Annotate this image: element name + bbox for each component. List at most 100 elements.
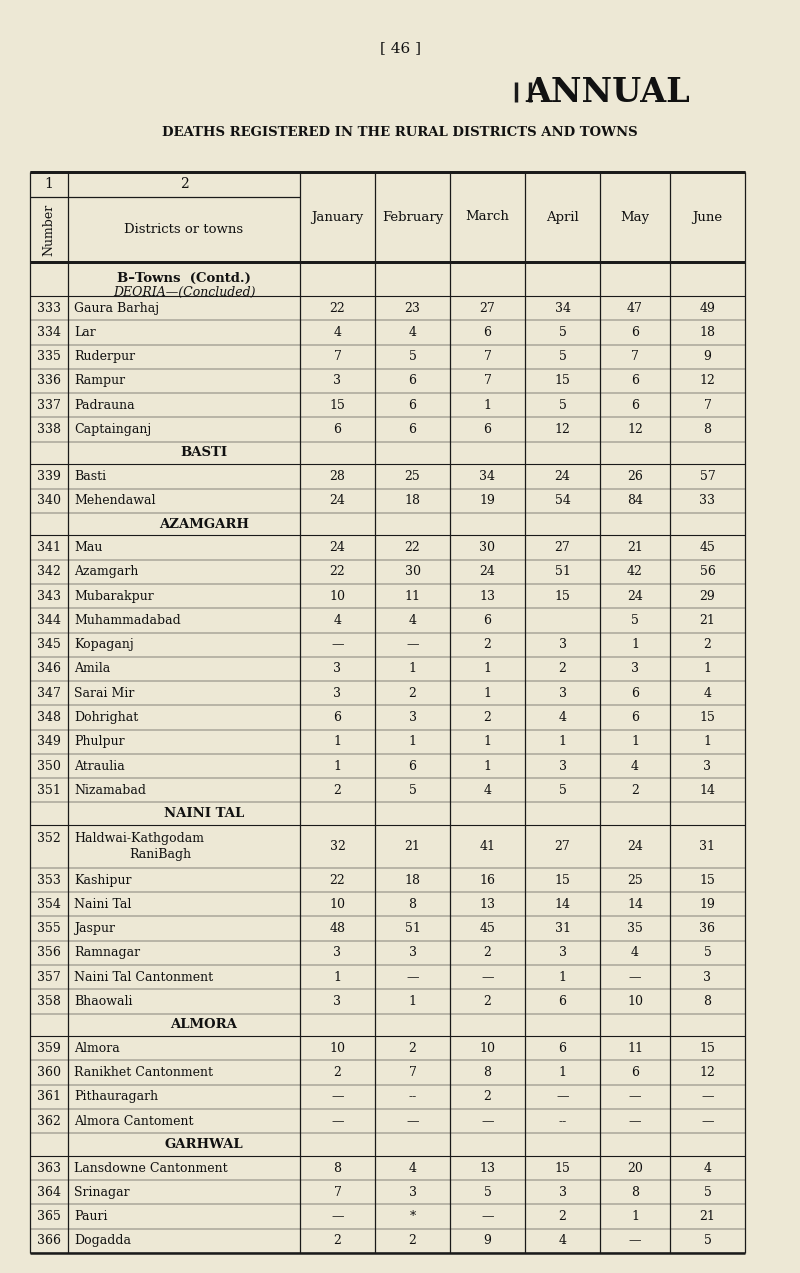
Text: 57: 57 <box>700 470 715 482</box>
Text: 6: 6 <box>409 760 417 773</box>
Text: 24: 24 <box>627 840 643 853</box>
Text: 6: 6 <box>558 995 566 1008</box>
Text: Jaspur: Jaspur <box>74 922 115 936</box>
Text: Pithauragarh: Pithauragarh <box>74 1091 158 1104</box>
Text: 5: 5 <box>409 350 417 363</box>
Text: 1: 1 <box>483 398 491 411</box>
Text: 15: 15 <box>699 1041 715 1055</box>
Text: Dogadda: Dogadda <box>74 1235 131 1248</box>
Text: 4: 4 <box>703 1161 711 1175</box>
Text: 333: 333 <box>37 302 61 314</box>
Text: 3: 3 <box>703 971 711 984</box>
Text: 7: 7 <box>703 398 711 411</box>
Text: BASTI: BASTI <box>181 447 227 460</box>
Text: 4: 4 <box>334 614 342 626</box>
Text: --: -- <box>408 1091 417 1104</box>
Text: 8: 8 <box>703 995 711 1008</box>
Text: 340: 340 <box>37 494 61 507</box>
Text: 3: 3 <box>334 662 342 676</box>
Text: 5: 5 <box>631 614 639 626</box>
Text: 6: 6 <box>631 398 639 411</box>
Text: 4: 4 <box>558 1235 566 1248</box>
Text: 2: 2 <box>334 784 342 797</box>
Text: —: — <box>331 1115 344 1128</box>
Text: GARHWAL: GARHWAL <box>165 1138 243 1151</box>
Text: 1: 1 <box>483 662 491 676</box>
Text: 14: 14 <box>699 784 715 797</box>
Text: 2: 2 <box>409 1235 417 1248</box>
Text: 337: 337 <box>37 398 61 411</box>
Text: Padrauna: Padrauna <box>74 398 134 411</box>
Text: 11: 11 <box>405 589 421 602</box>
Text: 13: 13 <box>479 1161 495 1175</box>
Text: Lansdowne Cantonment: Lansdowne Cantonment <box>74 1161 228 1175</box>
Text: 6: 6 <box>409 398 417 411</box>
Text: —: — <box>556 1091 569 1104</box>
Text: May: May <box>621 210 650 224</box>
Text: 19: 19 <box>699 897 715 911</box>
Text: 3: 3 <box>409 1186 417 1199</box>
Text: 358: 358 <box>37 995 61 1008</box>
Text: 18: 18 <box>405 494 421 507</box>
Text: 4: 4 <box>409 326 417 339</box>
Text: 34: 34 <box>554 302 570 314</box>
Text: Srinagar: Srinagar <box>74 1186 130 1199</box>
Text: RaniBagh: RaniBagh <box>129 848 191 861</box>
Text: 356: 356 <box>37 946 61 960</box>
Text: 2: 2 <box>558 662 566 676</box>
Text: Sarai Mir: Sarai Mir <box>74 686 134 700</box>
Text: 8: 8 <box>631 1186 639 1199</box>
Text: 21: 21 <box>627 541 643 554</box>
Text: 3: 3 <box>631 662 639 676</box>
Text: 6: 6 <box>631 712 639 724</box>
Text: 24: 24 <box>627 589 643 602</box>
Text: 5: 5 <box>483 1186 491 1199</box>
Text: —: — <box>331 1211 344 1223</box>
Text: 2: 2 <box>334 1066 342 1080</box>
Text: 21: 21 <box>699 614 715 626</box>
Text: 11: 11 <box>627 1041 643 1055</box>
Text: 6: 6 <box>483 423 491 437</box>
Text: 3: 3 <box>334 946 342 960</box>
Text: 23: 23 <box>405 302 421 314</box>
Text: —: — <box>482 971 494 984</box>
Text: 25: 25 <box>627 873 643 886</box>
Text: 19: 19 <box>479 494 495 507</box>
Text: 48: 48 <box>330 922 346 936</box>
Text: 84: 84 <box>627 494 643 507</box>
Text: 3: 3 <box>334 686 342 700</box>
Text: Mehendawal: Mehendawal <box>74 494 155 507</box>
Text: 13: 13 <box>479 589 495 602</box>
Text: 1: 1 <box>483 760 491 773</box>
Text: 27: 27 <box>554 840 570 853</box>
Text: 12: 12 <box>699 1066 715 1080</box>
Text: 12: 12 <box>627 423 643 437</box>
Text: Almora Cantoment: Almora Cantoment <box>74 1115 194 1128</box>
Text: Lar: Lar <box>74 326 96 339</box>
Text: —: — <box>629 1235 642 1248</box>
Text: —: — <box>482 1211 494 1223</box>
Text: 10: 10 <box>627 995 643 1008</box>
Text: 25: 25 <box>405 470 420 482</box>
Text: 5: 5 <box>558 398 566 411</box>
Text: 4: 4 <box>334 326 342 339</box>
Text: Mubarakpur: Mubarakpur <box>74 589 154 602</box>
Text: AZAMGARH: AZAMGARH <box>159 518 249 531</box>
Text: 8: 8 <box>334 1161 342 1175</box>
Text: Atraulia: Atraulia <box>74 760 125 773</box>
Text: Kopaganj: Kopaganj <box>74 638 134 652</box>
Text: ANNUAL: ANNUAL <box>526 75 690 108</box>
Text: 363: 363 <box>37 1161 61 1175</box>
Text: 3: 3 <box>334 995 342 1008</box>
Text: 22: 22 <box>405 541 420 554</box>
Text: 14: 14 <box>627 897 643 911</box>
Text: 47: 47 <box>627 302 643 314</box>
Text: 6: 6 <box>483 614 491 626</box>
Text: 357: 357 <box>37 971 61 984</box>
Text: 3: 3 <box>558 946 566 960</box>
Text: 8: 8 <box>703 423 711 437</box>
Text: 6: 6 <box>334 423 342 437</box>
Text: 12: 12 <box>699 374 715 387</box>
Text: [ 46 ]: [ 46 ] <box>379 41 421 55</box>
Text: 14: 14 <box>554 897 570 911</box>
